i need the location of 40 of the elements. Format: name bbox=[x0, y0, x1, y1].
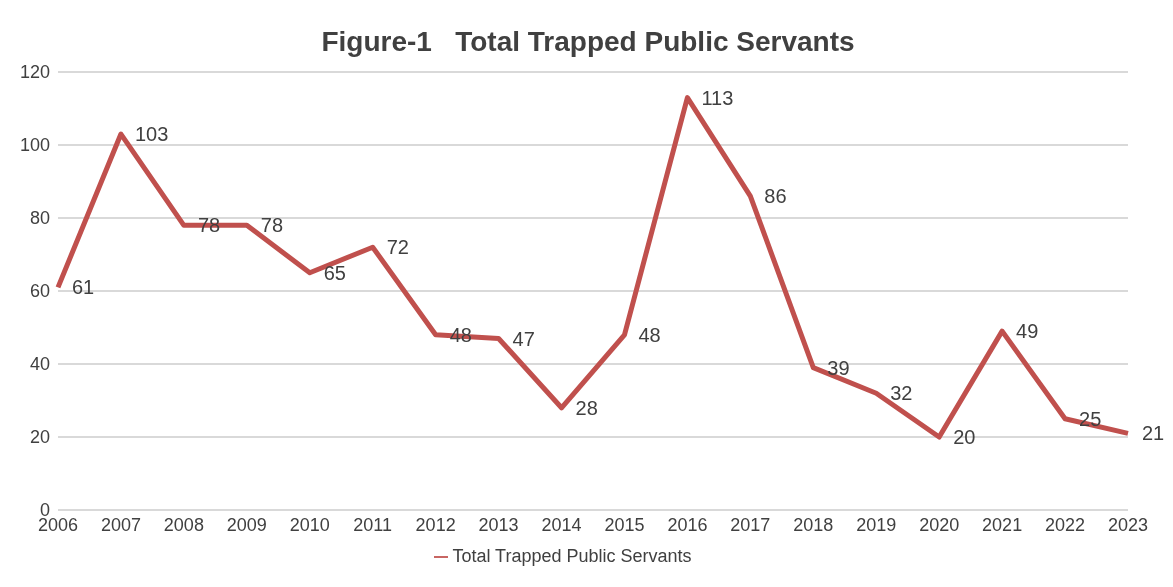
y-tick-label: 80 bbox=[29, 208, 50, 229]
data-label: 48 bbox=[638, 323, 661, 346]
data-label: 32 bbox=[890, 382, 913, 405]
x-tick-label: 2014 bbox=[541, 514, 582, 535]
x-tick-label: 2013 bbox=[478, 514, 519, 535]
y-tick-label: 120 bbox=[19, 62, 50, 83]
x-tick-label: 2020 bbox=[919, 514, 960, 535]
x-tick-label: 2009 bbox=[226, 514, 267, 535]
x-tick-label: 2022 bbox=[1045, 514, 1086, 535]
x-tick-label: 2017 bbox=[730, 514, 771, 535]
x-tick-label: 2023 bbox=[1107, 514, 1149, 535]
data-label: 78 bbox=[260, 214, 284, 237]
x-tick-label: 2015 bbox=[604, 514, 645, 535]
y-tick-label: 40 bbox=[29, 354, 50, 375]
x-tick-label: 2011 bbox=[353, 514, 393, 535]
y-tick-label: 100 bbox=[19, 135, 50, 156]
data-label: 47 bbox=[512, 327, 535, 350]
data-label: 21 bbox=[1142, 422, 1165, 445]
x-tick-label: 2010 bbox=[289, 514, 330, 535]
x-tick-label: 2021 bbox=[982, 514, 1023, 535]
y-tick-label: 60 bbox=[29, 281, 50, 302]
y-tick-label: 20 bbox=[29, 427, 50, 448]
data-label: 65 bbox=[323, 261, 347, 284]
data-label: 72 bbox=[386, 236, 409, 259]
data-label: 113 bbox=[701, 86, 734, 109]
x-tick-label: 2019 bbox=[856, 514, 897, 535]
x-tick-label: 2008 bbox=[163, 514, 204, 535]
x-tick-label: 2007 bbox=[100, 514, 141, 535]
legend-label: Total Trapped Public Servants bbox=[452, 546, 692, 566]
x-tick-label: 2016 bbox=[667, 514, 708, 535]
x-tick-label: 2018 bbox=[793, 514, 834, 535]
data-label: 28 bbox=[575, 396, 598, 419]
data-label: 86 bbox=[764, 185, 787, 208]
chart-title: Figure-1 Total Trapped Public Servants bbox=[320, 25, 856, 59]
data-label: 20 bbox=[953, 426, 976, 449]
data-label: 61 bbox=[72, 276, 95, 299]
x-tick-label: 2012 bbox=[415, 514, 456, 535]
data-label: 103 bbox=[134, 123, 169, 146]
data-label: 49 bbox=[1016, 320, 1039, 343]
data-label: 39 bbox=[827, 356, 850, 379]
